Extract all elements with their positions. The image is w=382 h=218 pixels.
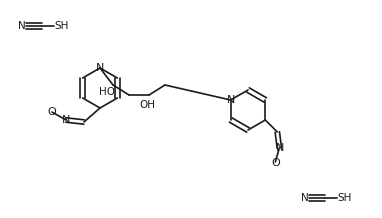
Text: N: N (96, 63, 104, 73)
Text: N: N (301, 193, 309, 203)
Text: N: N (18, 21, 26, 31)
Text: N: N (276, 143, 285, 153)
Text: HO: HO (99, 87, 115, 97)
Text: SH: SH (338, 193, 352, 203)
Text: N: N (62, 115, 70, 125)
Text: N: N (227, 95, 235, 105)
Text: O: O (48, 107, 57, 117)
Text: O: O (271, 158, 280, 168)
Text: OH: OH (139, 100, 155, 110)
Text: SH: SH (55, 21, 69, 31)
